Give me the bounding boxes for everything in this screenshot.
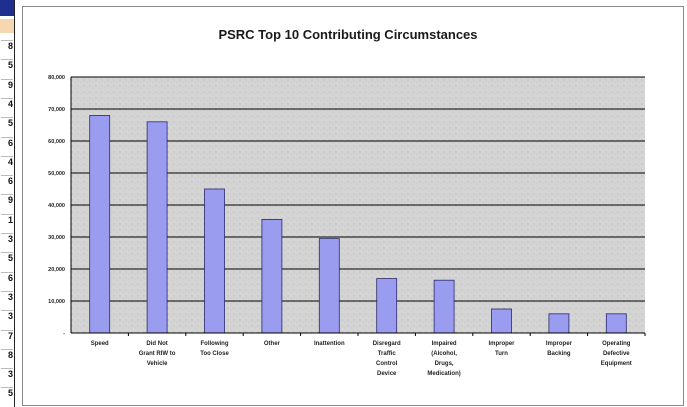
- bar-chart: PSRC Top 10 Contributing Circumstances -…: [48, 27, 646, 377]
- x-category-label: Vehicle: [147, 361, 168, 367]
- axes: [70, 77, 646, 336]
- row-number: 1: [1, 213, 13, 225]
- row-number: 6: [1, 271, 13, 283]
- y-tick-label: 50,000: [48, 171, 65, 177]
- bar: [433, 279, 455, 334]
- bar: [146, 121, 168, 334]
- row-number: 8: [1, 348, 13, 360]
- bar: [261, 218, 283, 334]
- row-number: 3: [1, 290, 13, 302]
- row-header-highlight: [0, 19, 14, 33]
- x-category-label: Device: [377, 371, 397, 377]
- x-category-label: Drugs,: [435, 361, 454, 367]
- bar: [318, 238, 340, 334]
- bar: [605, 313, 627, 334]
- gridlines: [71, 76, 645, 302]
- x-category-label: Grant RIW to: [139, 351, 176, 357]
- x-category-label: Other: [264, 341, 281, 347]
- x-category-label: Improper: [488, 341, 515, 347]
- x-category-label: Traffic: [378, 351, 397, 357]
- x-category-label: Control: [376, 361, 398, 367]
- y-tick-label: 30,000: [48, 235, 65, 241]
- y-tick-label: 60,000: [48, 139, 65, 145]
- x-category-label: Too Close: [200, 351, 229, 357]
- row-number: 3: [1, 233, 13, 244]
- x-category-label: Turn: [495, 351, 508, 357]
- row-number: 4: [1, 97, 13, 109]
- x-category-labels: Speed Did Not Grant RIW to Vehicle Following…: [91, 341, 632, 377]
- bar: [204, 188, 225, 334]
- x-category-label: Backing: [547, 351, 571, 357]
- row-number: 9: [1, 78, 13, 90]
- row-number: 6: [1, 175, 13, 186]
- row-number: 4: [1, 155, 13, 167]
- row-number: 3: [1, 310, 13, 321]
- bar: [491, 308, 512, 334]
- x-category-label: Impaired: [432, 341, 457, 347]
- y-tick-label: 70,000: [48, 107, 65, 113]
- chart-frame[interactable]: PSRC Top 10 Contributing Circumstances -…: [22, 6, 684, 406]
- row-number: 5: [1, 117, 13, 128]
- bars: [89, 115, 627, 334]
- x-category-label: Inattention: [314, 341, 345, 347]
- x-category-label: Speed: [91, 341, 109, 347]
- y-tick-label: 20,000: [48, 267, 65, 273]
- x-category-label: Operating: [602, 341, 631, 347]
- row-number: 5: [1, 59, 13, 70]
- x-category-label: Improper: [546, 341, 573, 347]
- row-number: 7: [1, 329, 13, 341]
- y-tick-labels: - 10,000 20,000 30,000 40,000 50,000 60,000 70,…: [48, 75, 65, 337]
- y-tick-label: 40,000: [48, 203, 65, 209]
- row-number: 6: [1, 136, 13, 148]
- x-category-label: Disregard: [373, 341, 401, 347]
- x-category-label: (Alcohol,: [431, 351, 457, 357]
- y-tick-label: -: [63, 331, 65, 337]
- row-number: 9: [1, 194, 13, 205]
- row-number: 5: [1, 252, 13, 263]
- row-number: 8: [1, 40, 13, 51]
- row-number: 5: [1, 387, 13, 398]
- x-category-label: Equipment: [601, 361, 632, 367]
- row-header-selected: [0, 0, 14, 16]
- bar: [89, 115, 111, 334]
- y-tick-label: 80,000: [48, 75, 65, 81]
- bar: [376, 278, 398, 334]
- x-category-label: Medication): [427, 371, 460, 377]
- spreadsheet-row-strip: 8 5 9 4 5 6 4 6 9 1 3 5 6 3 3 7 8 3 5: [0, 0, 15, 407]
- x-category-label: Following: [201, 341, 229, 347]
- bar: [548, 313, 570, 334]
- x-category-label: Did Not: [146, 341, 167, 347]
- chart-title: PSRC Top 10 Contributing Circumstances: [218, 27, 477, 42]
- x-category-label: Defective: [603, 351, 630, 357]
- y-tick-label: 10,000: [48, 299, 65, 305]
- row-number: 3: [1, 368, 13, 379]
